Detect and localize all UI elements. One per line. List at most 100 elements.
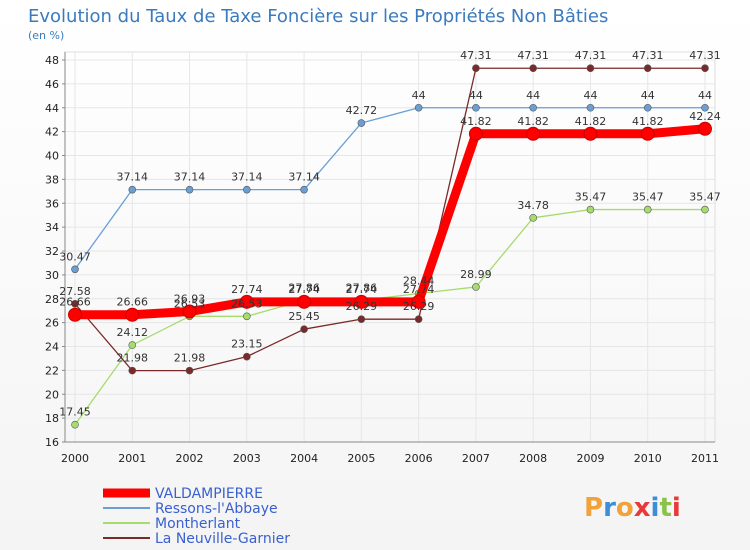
plot-frame [64,51,716,443]
x-tick-label: 2007 [462,452,490,465]
x-tick-label: 2002 [176,452,204,465]
legend-label-1: Ressons-l'Abbaye [155,501,278,517]
data-label: 44 [641,89,655,102]
data-label: 21.98 [174,352,206,365]
data-point [468,126,483,141]
data-label: 47.31 [632,49,664,62]
data-label: 23.15 [231,338,263,351]
x-tick-label: 2001 [118,452,146,465]
legend-label-2: Montherlant [155,516,241,532]
y-tick-label: 48 [45,54,59,67]
data-point [300,185,308,194]
data-point [243,312,251,321]
data-point [354,294,369,309]
y-tick-label: 16 [45,436,59,449]
data-label: 41.82 [517,115,549,128]
data-label: 41.82 [632,115,664,128]
x-tick-label: 2008 [519,452,547,465]
data-point [128,366,137,375]
x-tick-label: 2010 [634,452,662,465]
legend: VALDAMPIERRERessons-l'AbbayeMontherlantL… [103,486,290,547]
data-point [640,126,655,141]
data-label: 47.31 [575,49,607,62]
data-point [586,64,595,73]
data-label: 26.29 [403,300,435,313]
data-label: 28.99 [460,268,492,281]
axis-layer: 16 18 20 22 24 26 28 30 32 34 36 38 40 42 44 46 48 2000 20… [45,52,719,465]
y-tick-label: 22 [45,364,59,377]
data-label: 37.14 [288,171,320,184]
y-tick-label: 18 [45,412,59,425]
series-line-1 [74,107,706,270]
data-point [529,103,537,112]
legend-label-0: VALDAMPIERRE [155,486,263,502]
data-label: 41.82 [575,115,607,128]
logo-letter: i [672,493,681,523]
series-layer [68,64,712,429]
data-point [586,205,595,214]
data-point [472,103,480,112]
data-label: 27.74 [288,283,320,296]
data-point [71,265,79,274]
proxiti-logo: Proxiti [584,493,681,523]
data-label: 47.31 [517,49,549,62]
data-label: 21.98 [117,352,149,365]
grid-layer [64,51,716,443]
data-point [300,325,308,333]
data-point [128,185,137,194]
y-tick-label: 46 [45,78,59,91]
y-tick-label: 36 [45,197,59,210]
y-tick-label: 30 [45,269,59,282]
data-point [411,294,426,309]
data-label: 26.53 [174,297,206,310]
data-label-layer: 26.66 26.66 26.93 27.74 27.74 27.74 27.74 41.82… [59,49,721,418]
data-point [297,294,312,309]
data-label: 26.66 [117,296,149,309]
y-tick-label: 44 [45,102,59,115]
data-point [185,366,194,375]
data-label: 47.31 [460,49,492,62]
data-point [701,205,709,214]
x-tick-label: 2006 [405,452,433,465]
x-tick-label: 2009 [576,452,604,465]
data-label: 44 [526,89,540,102]
series-line-3 [74,67,706,372]
x-tick-label: 2004 [290,452,318,465]
data-point [529,64,537,73]
data-point [125,307,140,322]
y-tick-label: 28 [45,293,59,306]
data-label: 42.72 [346,104,378,117]
data-point [243,185,251,194]
y-tick-label: 40 [45,150,59,163]
data-point [643,205,652,214]
data-point [472,283,480,291]
data-label: 25.45 [288,310,320,323]
data-point [526,126,541,141]
data-label: 42.24 [689,110,721,123]
y-tick-label: 34 [45,221,59,234]
x-tick-label: 2003 [233,452,261,465]
data-label: 41.82 [460,115,492,128]
data-label: 44 [412,89,426,102]
data-point [701,103,709,112]
logo-letter: r [603,493,616,523]
data-label: 34.78 [517,199,549,212]
x-tick-label: 2000 [61,452,89,465]
data-label: 37.14 [174,171,206,184]
data-point [357,315,366,323]
data-label: 27.58 [59,285,91,298]
data-point [68,307,82,322]
data-point [71,299,79,308]
x-tick-label: 2005 [347,452,375,465]
data-point [243,352,251,361]
data-label: 37.14 [117,171,149,184]
data-label: 27.86 [346,281,378,294]
data-label: 26.93 [174,293,206,306]
data-point [701,64,709,73]
legend-label-3: La Neuville-Garnier [155,531,290,547]
logo-letter: o [616,493,634,523]
y-tick-label: 42 [45,126,59,139]
data-point [414,103,423,112]
y-tick-label: 24 [45,341,59,354]
